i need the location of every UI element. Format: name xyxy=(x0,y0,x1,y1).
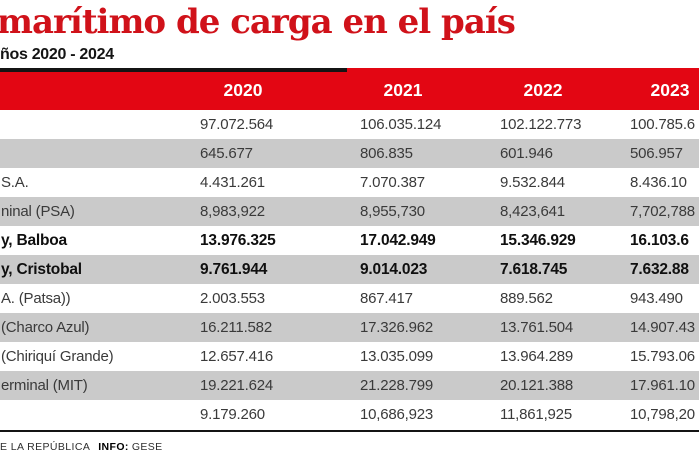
value-2021: 21.228.799 xyxy=(360,377,434,394)
row-label: (Chiriquí Grande) xyxy=(1,348,114,365)
table-row: erminal (MIT) 19.221.624 21.228.799 20.1… xyxy=(0,371,699,400)
value-2023: 17.961.10 xyxy=(630,377,695,394)
value-2021: 7.070.387 xyxy=(360,174,425,191)
value-2020: 19.221.624 xyxy=(200,377,274,394)
table-header-band: 2020 2021 2022 2023 xyxy=(0,68,699,110)
value-2020: 12.657.416 xyxy=(200,348,274,365)
table-row: A. (Patsa)) 2.003.553 867.417 889.562 94… xyxy=(0,284,699,313)
value-2023: 506.957 xyxy=(630,145,683,162)
value-2022: 102.122.773 xyxy=(500,116,582,133)
value-2020: 16.211.582 xyxy=(200,319,272,336)
info-label: INFO: xyxy=(98,441,129,453)
row-label: (Charco Azul) xyxy=(1,319,90,336)
footer: E LA REPÚBLICA INFO: GESE xyxy=(0,441,163,453)
row-label: A. (Patsa)) xyxy=(1,290,71,307)
value-2020: 13.976.325 xyxy=(200,232,276,249)
value-2021: 10,686,923 xyxy=(360,406,434,423)
value-2020: 645.677 xyxy=(200,145,253,162)
value-2023: 10,798,20 xyxy=(630,406,695,423)
value-2021: 806.835 xyxy=(360,145,413,162)
value-2020: 8,983,922 xyxy=(200,203,265,220)
value-2023: 100.785.6 xyxy=(630,116,695,133)
value-2022: 20.121.388 xyxy=(500,377,574,394)
value-2022: 13.761.504 xyxy=(500,319,574,336)
column-header-2023: 2023 xyxy=(650,80,690,100)
table-row: 9.179.260 10,686,923 11,861,925 10,798,2… xyxy=(0,400,699,429)
value-2022: 889.562 xyxy=(500,290,553,307)
table-row: 97.072.564 106.035.124 102.122.773 100.7… xyxy=(0,110,699,139)
value-2022: 7.618.745 xyxy=(500,261,568,278)
value-2021: 17.042.949 xyxy=(360,232,436,249)
value-2021: 13.035.099 xyxy=(360,348,434,365)
value-2021: 9.014.023 xyxy=(360,261,428,278)
value-2020: 9.761.944 xyxy=(200,261,268,278)
column-header-2020: 2020 xyxy=(223,80,263,100)
table-row: S.A. 4.431.261 7.070.387 9.532.844 8.436… xyxy=(0,168,699,197)
row-label: S.A. xyxy=(1,174,29,191)
table-row: 645.677 806.835 601.946 506.957 xyxy=(0,139,699,168)
value-2022: 601.946 xyxy=(500,145,553,162)
column-header-2022: 2022 xyxy=(523,80,563,100)
value-2021: 106.035.124 xyxy=(360,116,442,133)
table-row: (Charco Azul) 16.211.582 17.326.962 13.7… xyxy=(0,313,699,342)
value-2022: 9.532.844 xyxy=(500,174,565,191)
value-2023: 16.103.6 xyxy=(630,232,689,249)
value-2022: 15.346.929 xyxy=(500,232,576,249)
header-top-rule xyxy=(0,68,347,72)
value-2020: 4.431.261 xyxy=(200,174,265,191)
page-title: marítimo de carga en el país xyxy=(0,2,516,42)
value-2020: 97.072.564 xyxy=(200,116,274,133)
info-value: GESE xyxy=(131,441,163,453)
value-2022: 8,423,641 xyxy=(500,203,565,220)
value-2023: 15.793.06 xyxy=(630,348,695,365)
row-label: erminal (MIT) xyxy=(1,377,88,394)
value-2020: 9.179.260 xyxy=(200,406,265,423)
source-text: E LA REPÚBLICA xyxy=(0,441,91,453)
value-2020: 2.003.553 xyxy=(200,290,265,307)
table-row: ninal (PSA) 8,983,922 8,955,730 8,423,64… xyxy=(0,197,699,226)
value-2021: 8,955,730 xyxy=(360,203,425,220)
value-2022: 13.964.289 xyxy=(500,348,574,365)
table-row: (Chiriquí Grande) 12.657.416 13.035.099 … xyxy=(0,342,699,371)
table-row: y, Cristobal 9.761.944 9.014.023 7.618.7… xyxy=(0,255,699,284)
value-2021: 867.417 xyxy=(360,290,413,307)
value-2023: 8.436.10 xyxy=(630,174,687,191)
row-label: y, Balboa xyxy=(1,232,67,249)
footer-rule xyxy=(0,430,699,432)
value-2023: 7.632.88 xyxy=(630,261,689,278)
value-2023: 14.907.43 xyxy=(630,319,695,336)
table-row: y, Balboa 13.976.325 17.042.949 15.346.9… xyxy=(0,226,699,255)
page-subtitle: ños 2020 - 2024 xyxy=(0,46,114,63)
value-2022: 11,861,925 xyxy=(500,406,572,423)
value-2021: 17.326.962 xyxy=(360,319,434,336)
row-label: ninal (PSA) xyxy=(1,203,75,220)
value-2023: 943.490 xyxy=(630,290,683,307)
table-body: 97.072.564 106.035.124 102.122.773 100.7… xyxy=(0,110,699,429)
column-header-2021: 2021 xyxy=(383,80,423,100)
row-label: y, Cristobal xyxy=(1,261,82,278)
value-2023: 7,702,788 xyxy=(630,203,695,220)
